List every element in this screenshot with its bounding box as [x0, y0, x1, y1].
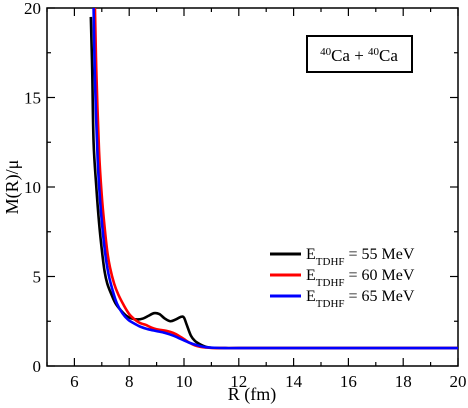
x-tick-label: 10 — [176, 372, 193, 391]
legend: ETDHF = 55 MeV ETDHF = 60 MeV ETDHF = 65… — [270, 246, 415, 310]
series-layer — [89, 8, 458, 350]
annotation-element-a: Ca — [331, 46, 350, 65]
x-axis-label: R (fm) — [228, 384, 277, 405]
y-tick-label: 20 — [24, 0, 41, 18]
annotation-element-b: Ca — [379, 46, 398, 65]
legend-entry-60: ETDHF = 60 MeV — [270, 267, 415, 289]
legend-label-60: ETDHF = 60 MeV — [306, 267, 415, 289]
y-tick-label: 10 — [24, 178, 41, 197]
x-tick-label: 8 — [125, 372, 134, 391]
x-tick-label: 18 — [395, 372, 412, 391]
x-tick-label: 6 — [70, 372, 79, 391]
annotation-box: 40Ca + 40Ca — [306, 35, 413, 73]
y-tick-label: 5 — [33, 268, 42, 287]
x-tick-label: 16 — [340, 372, 357, 391]
annotation-plus: + — [350, 46, 368, 65]
x-tick-label: 20 — [450, 372, 467, 391]
legend-label-55: ETDHF = 55 MeV — [306, 246, 415, 268]
x-tick-label: 12 — [230, 372, 247, 391]
y-axis-label: M(R)/μ — [2, 160, 23, 215]
series-line-2 — [92, 8, 458, 350]
annotation-mass-b: 40 — [368, 46, 380, 58]
legend-label-65: ETDHF = 65 MeV — [306, 288, 415, 310]
tick-labels: 6 8 10 12 14 16 18 20 0 5 10 15 20 — [24, 0, 467, 391]
annotation-mass-a: 40 — [320, 46, 332, 58]
legend-entry-55: ETDHF = 55 MeV — [270, 246, 415, 268]
annotation-text: 40Ca + 40Ca — [320, 46, 398, 65]
legend-entry-65: ETDHF = 65 MeV — [270, 288, 415, 310]
y-tick-label: 15 — [24, 89, 41, 108]
y-tick-label: 0 — [33, 357, 42, 376]
axis-ticks — [46, 7, 459, 367]
x-tick-label: 14 — [285, 372, 303, 391]
